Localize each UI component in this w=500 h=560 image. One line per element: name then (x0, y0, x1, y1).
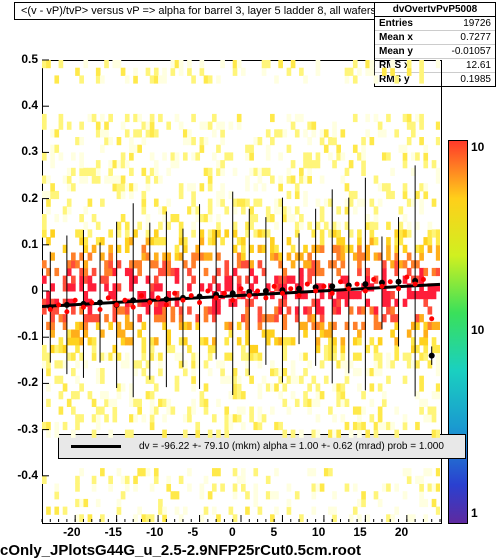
y-tick-label: 0.1 (21, 237, 38, 251)
y-tick-label: -0.1 (17, 329, 38, 343)
y-tick-label: -0.2 (17, 375, 38, 389)
y-tick-label: 0 (31, 283, 38, 297)
x-tick-label: 0 (229, 525, 236, 539)
x-tick-label: 10 (312, 525, 325, 539)
x-tick-label: 20 (395, 525, 408, 539)
y-tick-label: -0.3 (17, 422, 38, 436)
y-tick-label: -0.4 (17, 468, 38, 482)
x-tick-label: -10 (146, 525, 163, 539)
y-tick-label: 0.3 (21, 144, 38, 158)
y-tick-label: 0.4 (21, 98, 38, 112)
y-tick-label: 0.5 (21, 52, 38, 66)
x-tick-label: -20 (63, 525, 80, 539)
x-tick-label: 15 (353, 525, 366, 539)
y-tick-label: 0.2 (21, 191, 38, 205)
x-tick-label: -15 (105, 525, 122, 539)
x-tick-label: -5 (188, 525, 199, 539)
x-tick-label: 5 (270, 525, 277, 539)
plot-svg (0, 0, 500, 560)
